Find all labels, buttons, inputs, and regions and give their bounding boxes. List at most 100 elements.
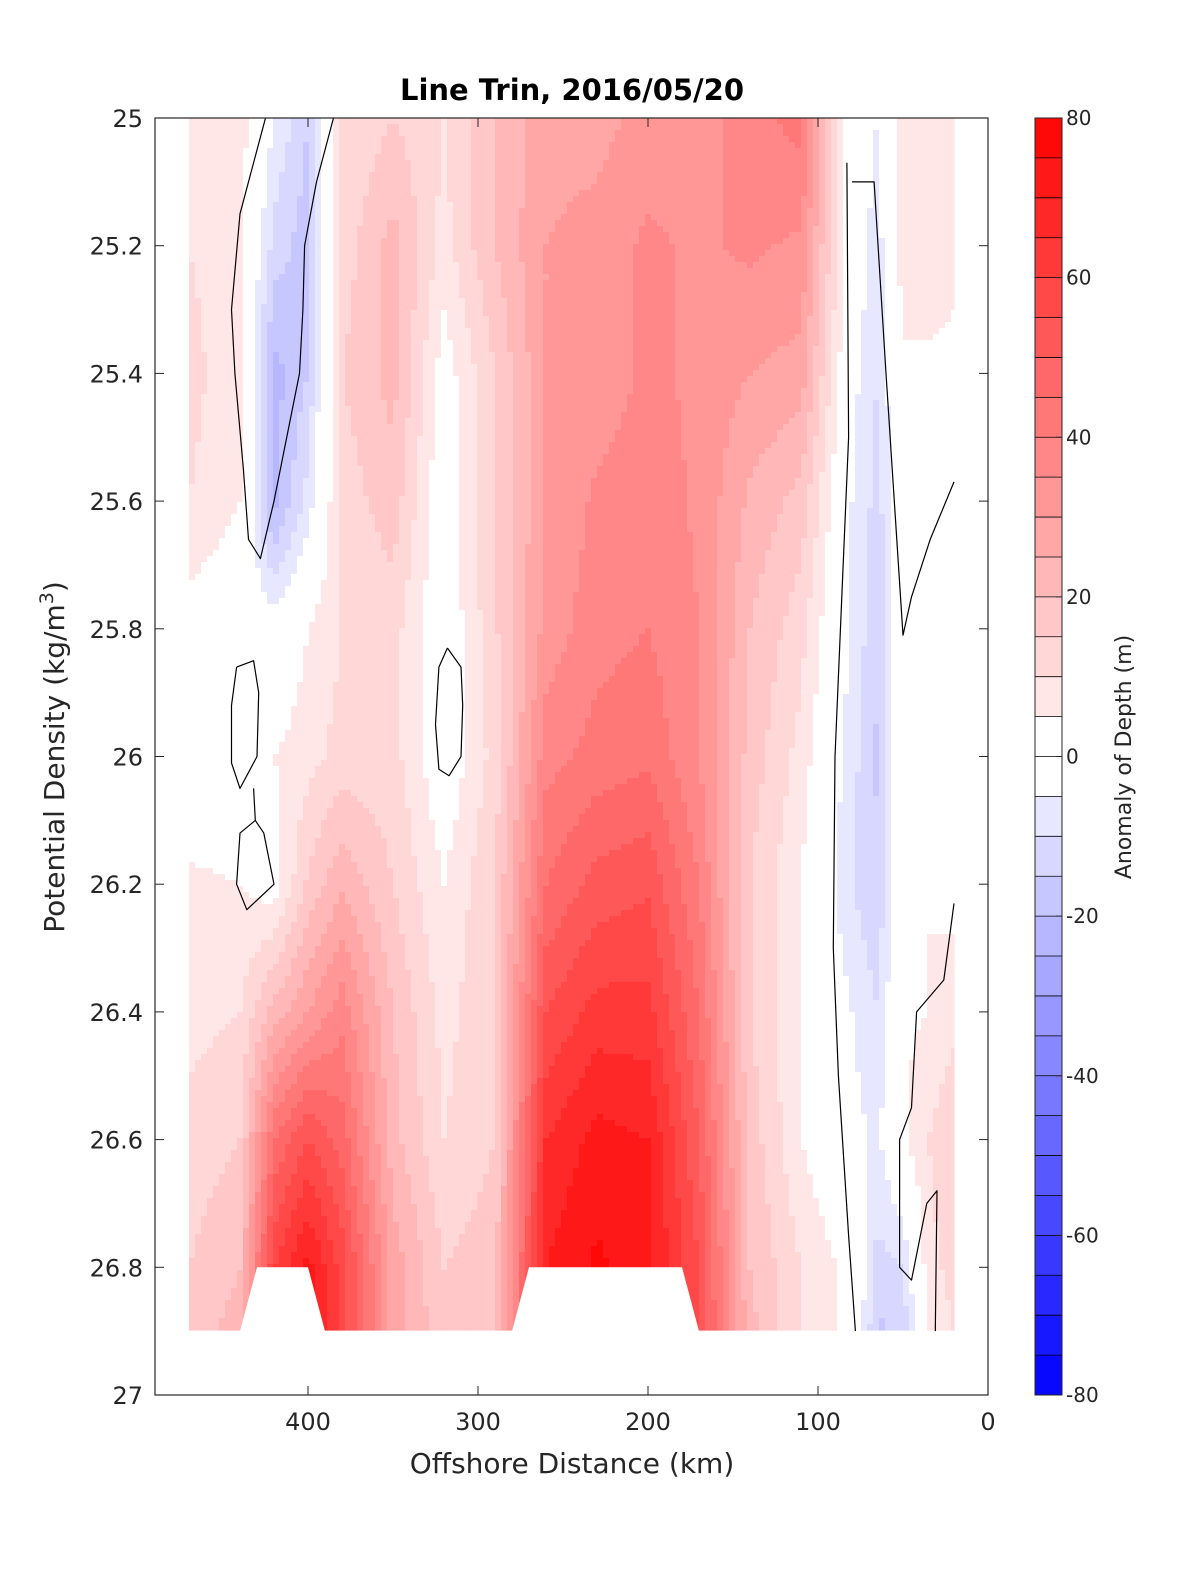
heatmap-cell: [291, 292, 298, 299]
heatmap-cell: [621, 226, 628, 233]
heatmap-cell: [513, 184, 520, 191]
heatmap-cell: [651, 262, 658, 269]
heatmap-cell: [579, 274, 586, 281]
heatmap-cell: [717, 304, 724, 311]
heatmap-cell: [735, 226, 742, 233]
heatmap-cell: [729, 118, 736, 125]
heatmap-cell: [669, 202, 676, 209]
heatmap-cell: [423, 346, 430, 353]
heatmap-cell: [261, 232, 268, 239]
heatmap-cell: [393, 340, 400, 347]
heatmap-cell: [525, 214, 532, 221]
heatmap-cell: [453, 256, 460, 263]
heatmap-cell: [897, 178, 904, 185]
heatmap-cell: [579, 184, 586, 191]
heatmap-cell: [351, 202, 358, 209]
heatmap-cell: [693, 280, 700, 287]
heatmap-cell: [717, 202, 724, 209]
heatmap-cell: [729, 262, 736, 269]
heatmap-cell: [861, 172, 868, 179]
heatmap-cell: [657, 304, 664, 311]
heatmap-cell: [777, 256, 784, 263]
heatmap-cell: [687, 226, 694, 233]
heatmap-cell: [531, 118, 538, 125]
heatmap-cell: [255, 220, 262, 227]
heatmap-cell: [915, 208, 922, 215]
heatmap-cell: [945, 262, 952, 269]
heatmap-cell: [789, 334, 796, 341]
heatmap-cell: [237, 274, 244, 281]
heatmap-cell: [399, 316, 406, 323]
heatmap-cell: [747, 346, 754, 353]
heatmap-cell: [921, 202, 928, 209]
heatmap-cell: [225, 184, 232, 191]
heatmap-cell: [357, 154, 364, 161]
heatmap-cell: [597, 280, 604, 287]
heatmap-cell: [375, 316, 382, 323]
heatmap-cell: [609, 286, 616, 293]
heatmap-cell: [483, 184, 490, 191]
heatmap-cell: [837, 256, 844, 263]
heatmap-cell: [753, 268, 760, 275]
heatmap-cell: [477, 238, 484, 245]
heatmap-cell: [783, 214, 790, 221]
heatmap-cell: [201, 136, 208, 143]
heatmap-cell: [759, 208, 766, 215]
heatmap-cell: [939, 346, 946, 353]
heatmap-cell: [279, 256, 286, 263]
heatmap-cell: [273, 190, 280, 197]
heatmap-cell: [609, 232, 616, 239]
heatmap-cell: [279, 208, 286, 215]
heatmap-cell: [549, 178, 556, 185]
heatmap-cell: [279, 124, 286, 131]
heatmap-cell: [753, 220, 760, 227]
heatmap-cell: [603, 160, 610, 167]
heatmap-cell: [603, 244, 610, 251]
heatmap-cell: [465, 160, 472, 167]
heatmap-cell: [429, 202, 436, 209]
heatmap-cell: [507, 334, 514, 341]
heatmap-cell: [663, 316, 670, 323]
heatmap-cell: [705, 280, 712, 287]
heatmap-cell: [657, 268, 664, 275]
heatmap-cell: [669, 178, 676, 185]
heatmap-cell: [753, 154, 760, 161]
heatmap-cell: [621, 286, 628, 293]
heatmap-cell: [903, 142, 910, 149]
heatmap-cell: [459, 220, 466, 227]
heatmap-cell: [573, 268, 580, 275]
heatmap-cell: [945, 154, 952, 161]
heatmap-cell: [561, 244, 568, 251]
heatmap-cell: [705, 334, 712, 341]
heatmap-cell: [849, 280, 856, 287]
heatmap-cell: [867, 208, 874, 215]
heatmap-cell: [351, 118, 358, 125]
heatmap-cell: [513, 286, 520, 293]
heatmap-cell: [237, 280, 244, 287]
heatmap-cell: [681, 346, 688, 353]
heatmap-cell: [711, 334, 718, 341]
heatmap-cell: [507, 250, 514, 257]
heatmap-cell: [243, 244, 250, 251]
heatmap-cell: [837, 232, 844, 239]
heatmap-cell: [477, 280, 484, 287]
heatmap-cell: [465, 214, 472, 221]
heatmap-cell: [747, 262, 754, 269]
heatmap-cell: [495, 178, 502, 185]
heatmap-cell: [819, 118, 826, 125]
heatmap-cell: [399, 154, 406, 161]
heatmap-cell: [303, 130, 310, 137]
heatmap-cell: [327, 262, 334, 269]
heatmap-cell: [585, 220, 592, 227]
heatmap-cell: [645, 346, 652, 353]
heatmap-cell: [387, 256, 394, 263]
heatmap-cell: [405, 124, 412, 131]
heatmap-cell: [219, 178, 226, 185]
heatmap-cell: [675, 268, 682, 275]
heatmap-cell: [459, 268, 466, 275]
heatmap-cell: [759, 160, 766, 167]
heatmap-cell: [297, 274, 304, 281]
heatmap-cell: [837, 310, 844, 317]
heatmap-cell: [753, 190, 760, 197]
heatmap-cell: [939, 214, 946, 221]
